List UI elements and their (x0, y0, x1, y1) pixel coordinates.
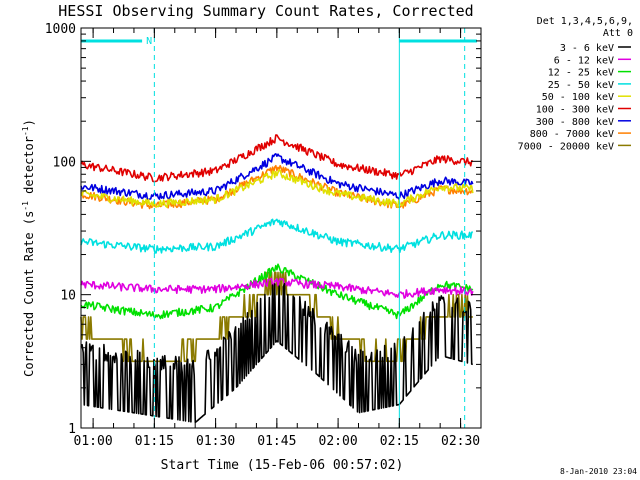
x-tick-label: 02:15 (380, 434, 419, 449)
y-axis-label: Corrected Count Rate (s-1 detector-1) (21, 119, 36, 377)
x-tick-label: 01:15 (135, 434, 174, 449)
plot-frame (80, 27, 482, 429)
night-marker-label: N (146, 36, 152, 47)
series-line-12-25-kev (80, 263, 474, 320)
series-line-6-12-kev (80, 277, 474, 299)
y-tick-label: 100 (53, 155, 76, 170)
y-tick-label: 1000 (45, 22, 76, 37)
legend-label: 100 - 300 keV (536, 105, 614, 116)
y-tick-label: 1 (68, 422, 76, 437)
series-line-50-100-kev (80, 169, 474, 209)
legend-header-2: Att 0 (603, 28, 633, 39)
legend-header-1: Det 1,3,4,5,6,9, (537, 16, 633, 27)
series-line-3-6-kev (80, 283, 474, 424)
legend-label: 50 - 100 keV (542, 92, 614, 103)
series-line-25-50-kev (80, 218, 474, 254)
series-line-100-300-kev (80, 134, 474, 183)
series-line-800-7000-kev (80, 164, 474, 210)
legend-label: 3 - 6 keV (560, 43, 614, 54)
legend-label: 6 - 12 keV (554, 55, 614, 66)
plot-area (80, 134, 474, 424)
series-line-7000-20000-kev (80, 271, 473, 363)
x-tick-label: 01:00 (74, 434, 113, 449)
x-axis-label: Start Time (15-Feb-06 00:57:02) (161, 458, 404, 473)
chart-title: HESSI Observing Summary Count Rates, Cor… (58, 2, 473, 20)
legend-label: 300 - 800 keV (536, 117, 614, 128)
legend-label: 12 - 25 keV (548, 68, 614, 79)
legend-label: 7000 - 20000 keV (518, 141, 614, 152)
legend-label: 800 - 7000 keV (530, 129, 614, 140)
legend-label: 25 - 50 keV (548, 80, 614, 91)
y-tick-label: 10 (60, 289, 76, 304)
x-tick-label: 02:30 (441, 434, 480, 449)
x-tick-label: 01:30 (196, 434, 235, 449)
x-tick-label: 01:45 (257, 434, 296, 449)
footer-date: 8-Jan-2010 23:04 (560, 467, 637, 476)
x-tick-label: 02:00 (319, 434, 358, 449)
